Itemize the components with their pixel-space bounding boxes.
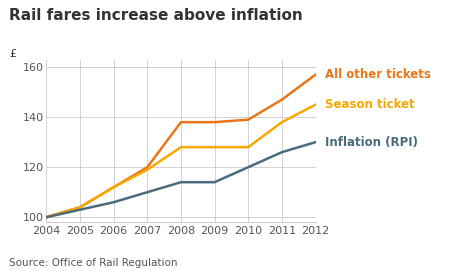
- Text: Inflation (RPI): Inflation (RPI): [324, 136, 417, 149]
- Text: Rail fares increase above inflation: Rail fares increase above inflation: [9, 8, 302, 23]
- Text: All other tickets: All other tickets: [324, 68, 430, 81]
- Text: £: £: [9, 49, 16, 59]
- Text: Season ticket: Season ticket: [324, 98, 413, 111]
- Text: Source: Office of Rail Regulation: Source: Office of Rail Regulation: [9, 258, 177, 268]
